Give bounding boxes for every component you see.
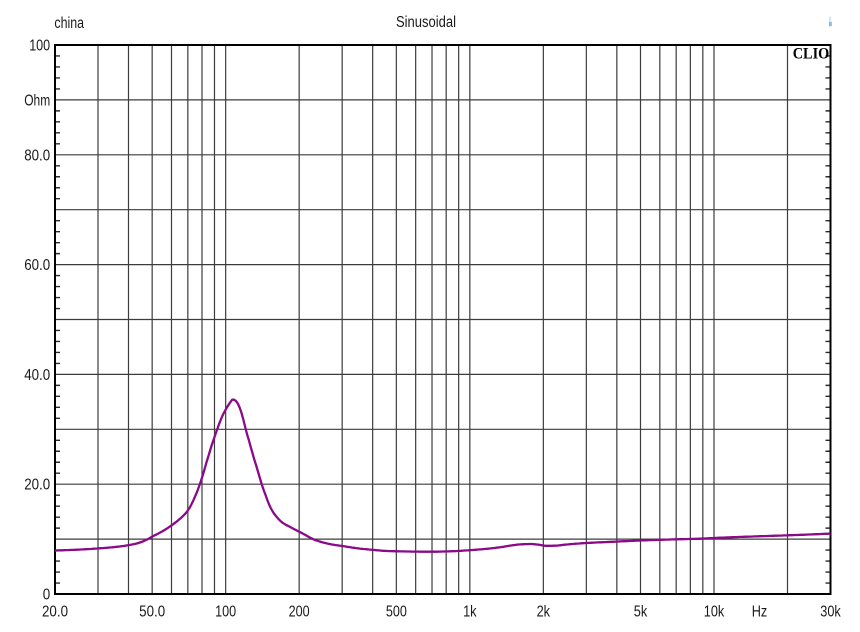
svg-text:30k: 30k	[820, 604, 841, 621]
svg-text:100: 100	[215, 604, 236, 621]
svg-text:Hz: Hz	[752, 604, 768, 621]
svg-text:2k: 2k	[537, 604, 551, 621]
svg-text:80.0: 80.0	[24, 147, 50, 164]
svg-text:40.0: 40.0	[24, 367, 50, 384]
svg-text:60.0: 60.0	[24, 257, 50, 274]
svg-text:CLIO: CLIO	[793, 46, 830, 63]
svg-text:100: 100	[29, 38, 50, 55]
svg-text:10k: 10k	[704, 604, 725, 621]
svg-text:Ohm: Ohm	[24, 92, 50, 109]
svg-text:Sinusoidal: Sinusoidal	[396, 14, 456, 31]
svg-text:200: 200	[289, 604, 310, 621]
svg-text:500: 500	[386, 604, 407, 621]
svg-text:china: china	[54, 15, 84, 32]
svg-text:1k: 1k	[463, 604, 477, 621]
svg-text:20.0: 20.0	[24, 477, 50, 494]
svg-text:0: 0	[43, 587, 51, 604]
svg-text:20.0: 20.0	[42, 604, 68, 621]
svg-text:5k: 5k	[634, 604, 648, 621]
svg-text:50.0: 50.0	[139, 604, 165, 621]
